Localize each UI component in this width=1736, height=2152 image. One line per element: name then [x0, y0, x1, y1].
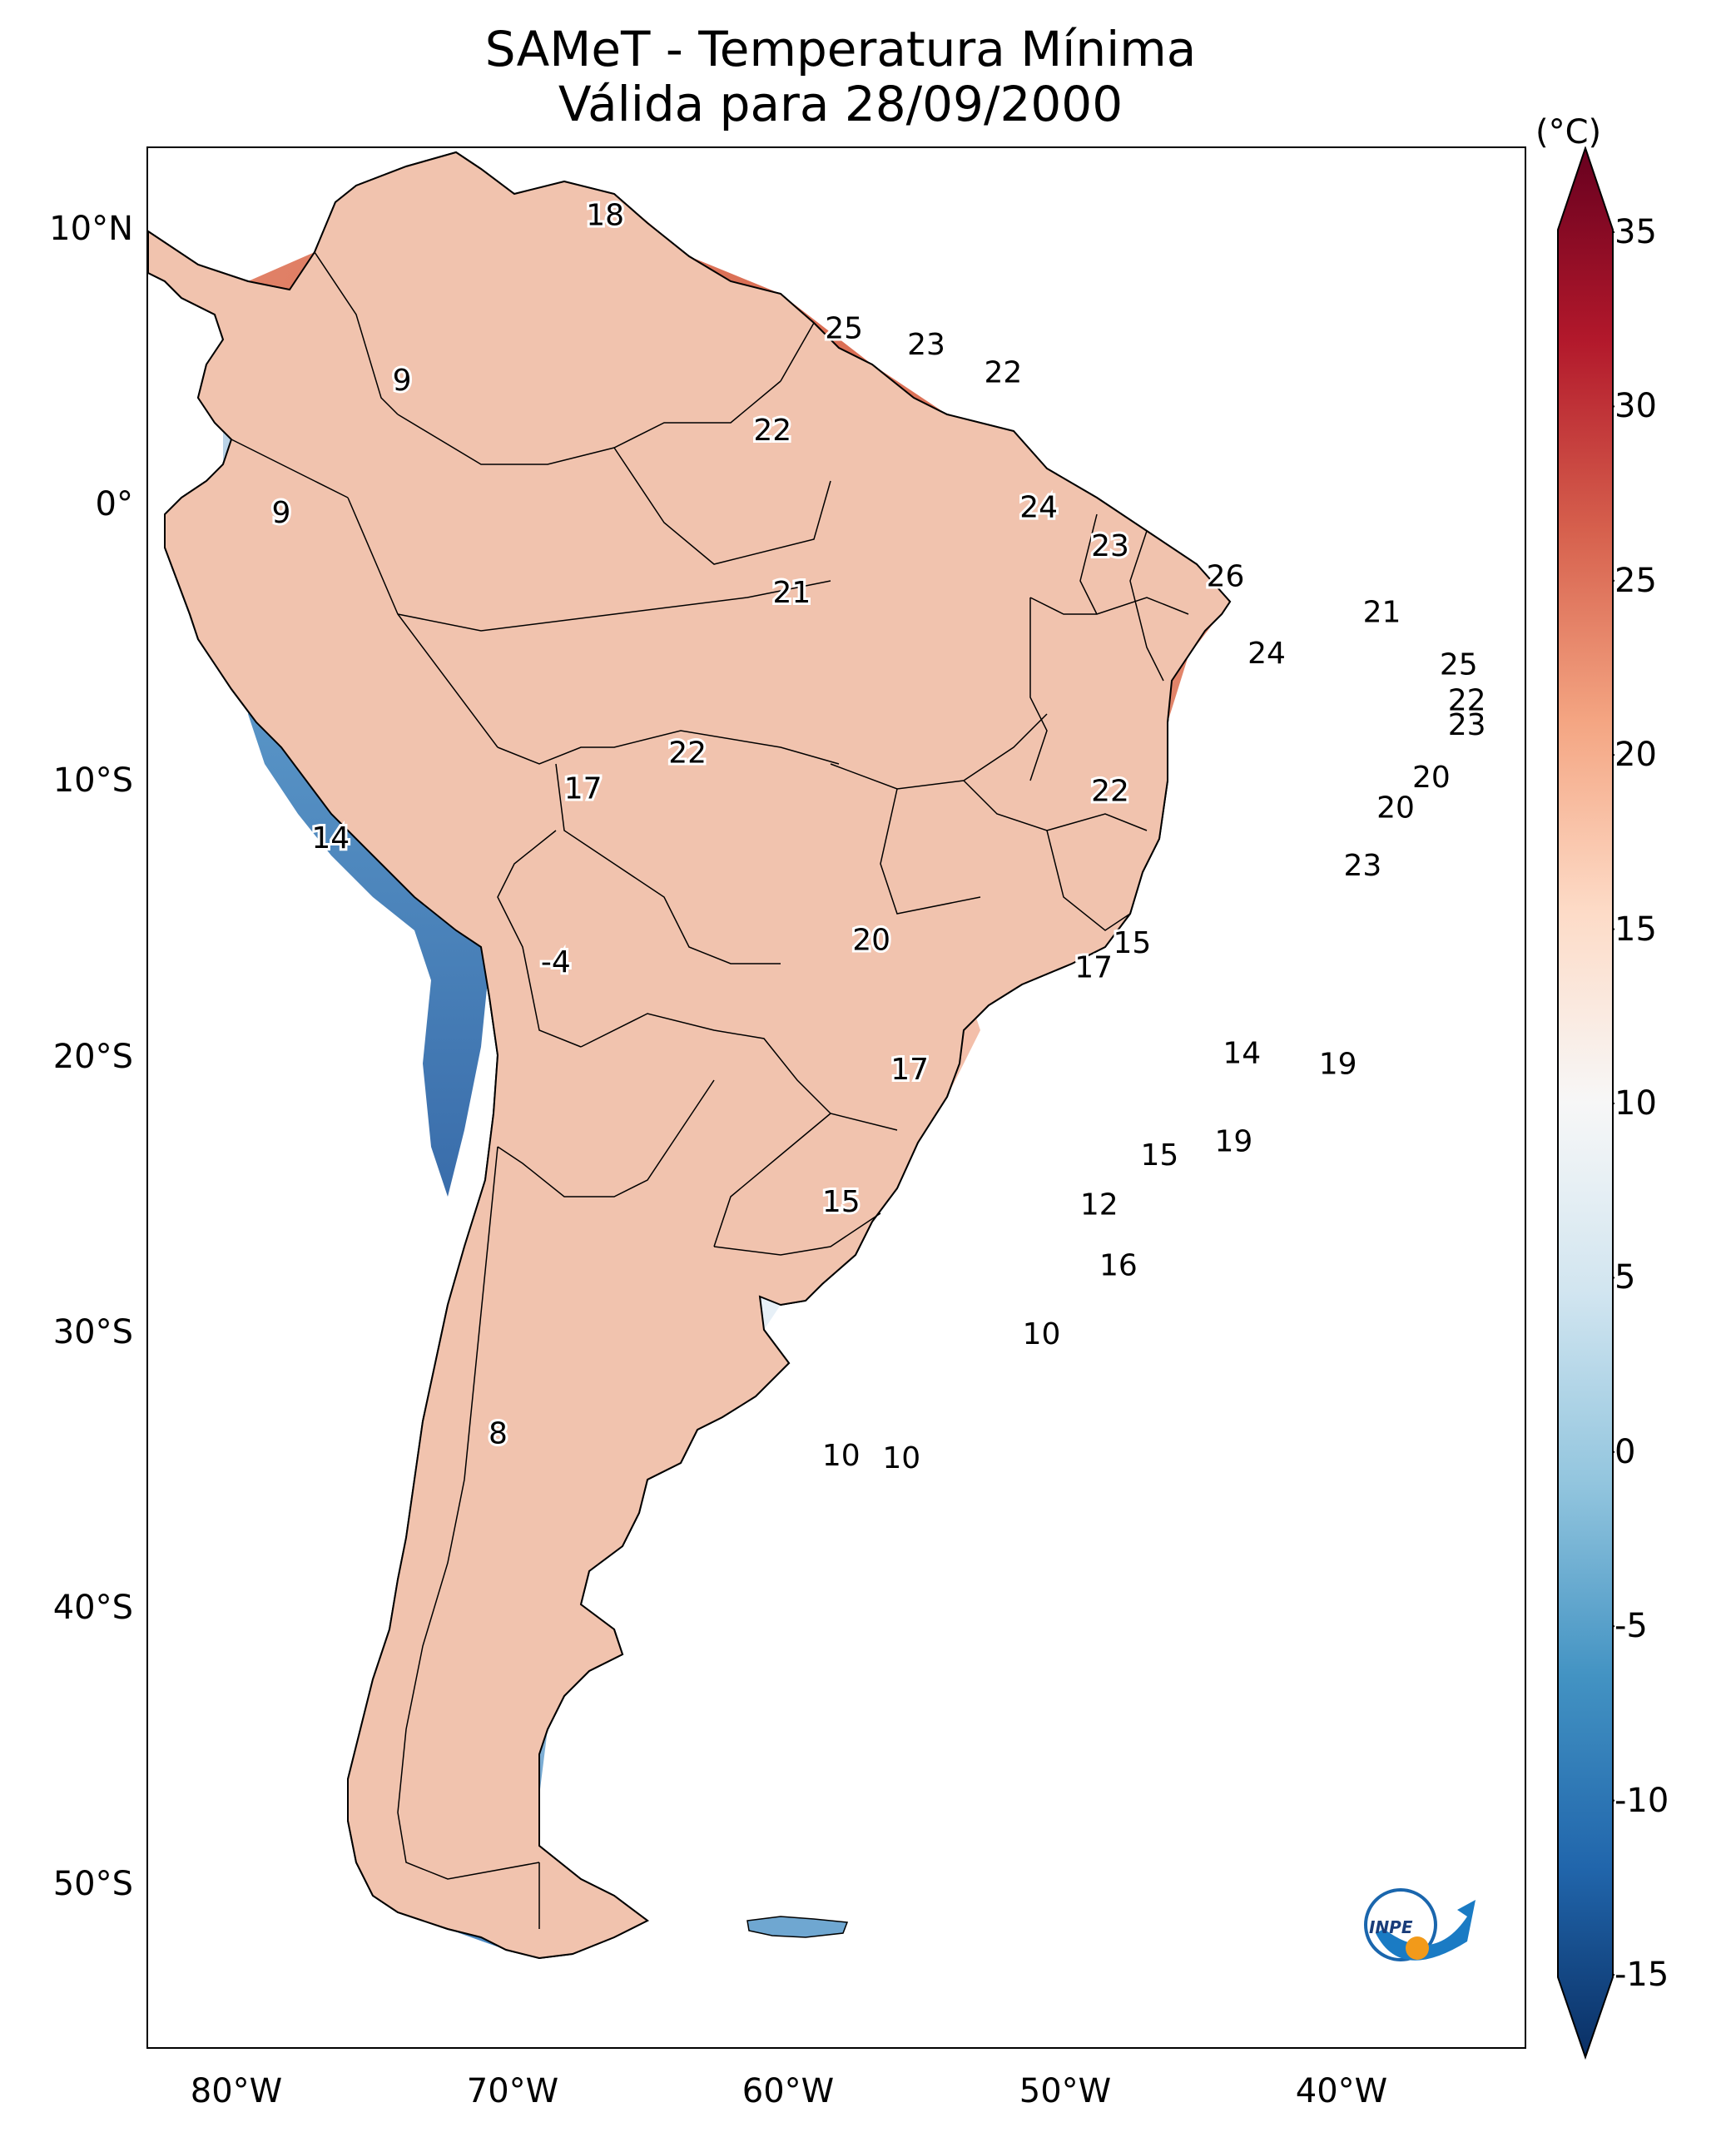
temperature-value-label: 23: [1448, 708, 1486, 742]
lat-label-10s: 10°S: [52, 761, 133, 800]
temperature-value-label: 25: [1440, 647, 1478, 682]
lat-label-40s: 40°S: [52, 1589, 133, 1627]
map-title: SAMeT - Temperatura Mínima: [484, 21, 1197, 77]
lat-label-0: 0°: [95, 485, 133, 523]
temperature-value-label: 24: [1247, 637, 1286, 671]
temperature-value-label: 23: [1343, 849, 1381, 883]
svg-text:INPE: INPE: [1369, 1917, 1413, 1937]
lon-label-70w: 70°W: [466, 2072, 559, 2110]
temperature-value-label: 22: [984, 355, 1022, 389]
temperature-value-label: 17: [890, 1053, 929, 1087]
temperature-value-label: 14: [1223, 1036, 1261, 1070]
lon-label-50w: 50°W: [1019, 2072, 1112, 2110]
temperature-value-label: -4: [541, 945, 571, 979]
temperature-value-label: 22: [668, 736, 707, 770]
colorbar-tick-label: -10: [1614, 1781, 1669, 1820]
colorbar-tick-label: 35: [1614, 213, 1657, 251]
temperature-value-label: 23: [907, 328, 945, 362]
temperature-value-label: 12: [1080, 1188, 1118, 1222]
lon-label-40w: 40°W: [1295, 2072, 1388, 2110]
colorbar: [1557, 146, 1614, 2060]
colorbar-tick-label: 5: [1614, 1258, 1636, 1297]
temperature-value-label: 17: [1074, 951, 1113, 985]
temperature-value-label: 8: [489, 1416, 508, 1450]
inpe-logo: INPE: [1364, 1888, 1476, 1961]
temperature-value-label: 21: [1363, 595, 1401, 629]
lat-label-20s: 20°S: [52, 1038, 133, 1076]
temperature-value-label: 21: [772, 576, 811, 610]
map-subtitle: Válida para 28/09/2000: [558, 76, 1123, 132]
lat-label-50s: 50°S: [52, 1865, 133, 1903]
colorbar-tick-label: -15: [1614, 1956, 1669, 1994]
map-panel: 18 25 23 22 9 22 9 24 23 21 26 21 24 25 22 23 22 22 20 17 20…: [146, 146, 1526, 2049]
temperature-value-label: 24: [1019, 491, 1058, 525]
temperature-value-label: 26: [1207, 559, 1245, 593]
temperature-value-label: 9: [393, 364, 412, 398]
temperature-value-label: 25: [825, 311, 863, 345]
temperature-value-label: 15: [822, 1185, 861, 1219]
temperature-value-label: 20: [1412, 761, 1451, 795]
temperature-value-label: 22: [1091, 775, 1129, 809]
temperature-value-label: 14: [311, 821, 350, 855]
temperature-value-label: 20: [1376, 791, 1415, 826]
temperature-value-label: 23: [1091, 529, 1129, 563]
temperature-value-label: 9: [272, 496, 291, 530]
country-borders: [231, 251, 1189, 1929]
colorbar-tick-label: -5: [1614, 1607, 1648, 1646]
temperature-value-label: 15: [1140, 1138, 1178, 1173]
temperature-value-label: 17: [564, 771, 603, 806]
lat-label-30s: 30°S: [52, 1313, 133, 1351]
temperature-value-label: 10: [1023, 1317, 1061, 1351]
colorbar-tick-label: 30: [1614, 387, 1657, 426]
temperature-value-label: 19: [1319, 1048, 1357, 1082]
temperature-value-label: 15: [1113, 926, 1151, 960]
colorbar-tick-label: 0: [1614, 1432, 1636, 1471]
colorbar-tick-label: 25: [1614, 561, 1657, 600]
temperature-value-label: 20: [852, 924, 890, 958]
temperature-value-label: 18: [586, 199, 624, 233]
temperature-value-label: 22: [753, 414, 791, 448]
lon-label-80w: 80°W: [190, 2072, 283, 2110]
colorbar-tick-label: 10: [1614, 1084, 1657, 1123]
temperature-value-label: 22: [1448, 683, 1486, 717]
temperature-value-label: 10: [822, 1439, 861, 1473]
lat-label-10n: 10°N: [49, 210, 133, 248]
lon-label-60w: 60°W: [742, 2072, 835, 2110]
colorbar-tick-label: 15: [1614, 910, 1657, 949]
temperature-value-label: 19: [1214, 1124, 1252, 1158]
temperature-value-label: 16: [1099, 1248, 1138, 1282]
colorbar-tick-label: 20: [1614, 736, 1657, 775]
temperature-value-label: 10: [882, 1441, 920, 1475]
falkland-islands: [746, 1916, 849, 1938]
colorbar-unit: (°C): [1535, 113, 1602, 151]
